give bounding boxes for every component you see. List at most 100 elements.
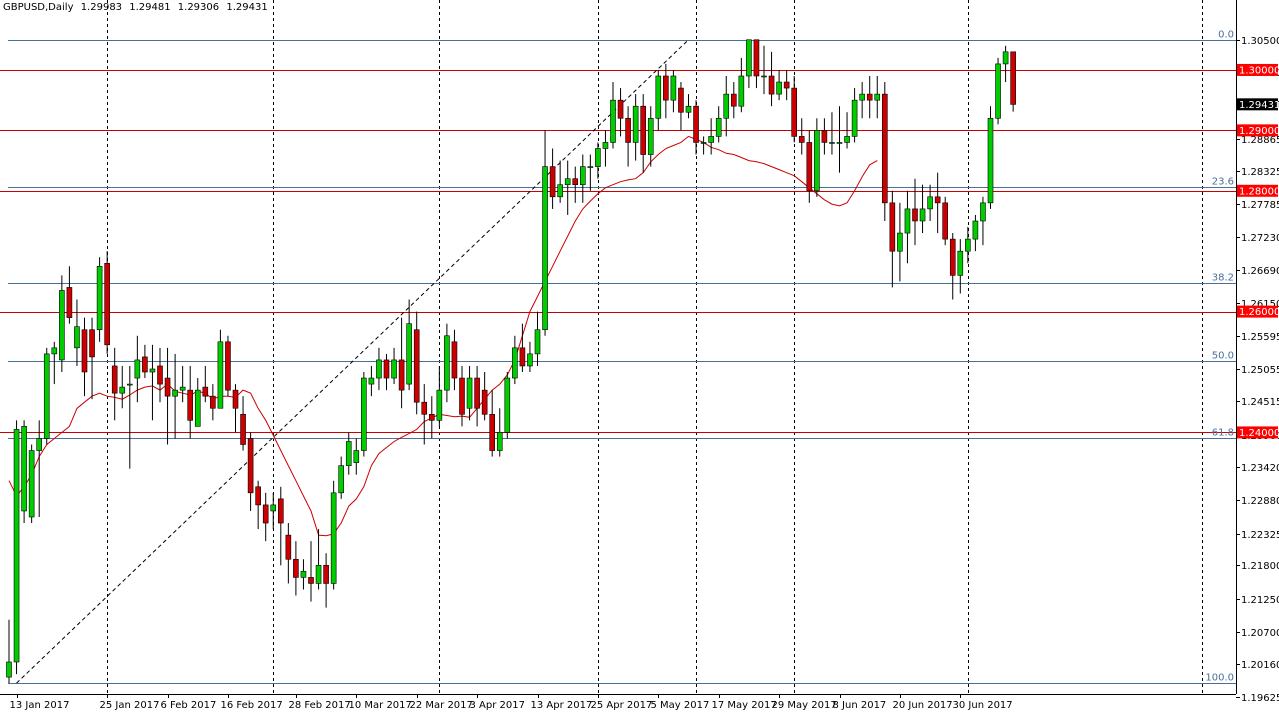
candle-body-bull	[919, 208, 926, 222]
candle	[285, 523, 292, 584]
candle-body-bear	[881, 93, 888, 204]
candle	[821, 118, 828, 155]
candle-body-bull	[564, 178, 571, 186]
candle-body-bull	[776, 81, 782, 95]
candle-body-bull	[21, 426, 27, 512]
candle	[383, 353, 390, 391]
candle	[398, 317, 405, 409]
candle-body-bear	[210, 395, 216, 409]
candle	[783, 69, 790, 101]
y-tick-label: 1.25595	[1241, 332, 1279, 343]
candle	[142, 344, 148, 379]
horizontal-levels	[0, 70, 1236, 433]
fibonacci-trendline	[16, 39, 689, 684]
candle-body-bull	[874, 93, 881, 101]
candle	[262, 492, 269, 542]
candle-body-bull	[715, 117, 722, 137]
candle	[81, 317, 88, 397]
candle-body-bear	[232, 389, 239, 409]
candle-body-bull	[647, 117, 654, 155]
candle-body-bull	[43, 353, 50, 439]
candle	[293, 541, 299, 596]
candle	[746, 39, 752, 89]
candle-body-bear	[481, 389, 488, 415]
candle-body-bull	[315, 565, 322, 584]
y-tick-label: 1.25055	[1241, 365, 1279, 376]
candle-body-bear	[866, 93, 873, 101]
candle-body-bear	[617, 99, 624, 119]
candle	[595, 142, 601, 179]
candle-body-bull	[927, 196, 933, 210]
y-tick-label: 1.22325	[1241, 530, 1279, 541]
candle-body-bull	[59, 290, 65, 361]
candle-body-bull	[980, 202, 986, 222]
candle	[1002, 45, 1009, 83]
level-price-box	[1237, 305, 1278, 318]
candle	[315, 529, 322, 590]
candle-body-bull	[557, 184, 563, 198]
fib-level-label: 38.2	[1212, 273, 1234, 284]
x-tick-label: 17 May 2017	[712, 700, 777, 711]
candle-body-bear	[285, 534, 292, 560]
candle	[949, 233, 956, 300]
candle-body-bull	[738, 75, 745, 107]
candle	[987, 106, 994, 209]
fibonacci-retracement: 0.0 23.6 38.2 50.0 61.8 100.0	[8, 30, 1236, 684]
candle	[897, 202, 903, 282]
candle-body-bear	[323, 565, 329, 584]
candle-body-bear	[768, 75, 775, 95]
candle-body-bear	[806, 142, 813, 192]
candle	[481, 372, 488, 421]
candle	[602, 130, 609, 167]
candle	[187, 365, 193, 439]
ohlc-open: 1.29983	[80, 2, 123, 13]
candle	[708, 118, 714, 155]
candle	[965, 227, 971, 264]
candle-body-bear	[398, 359, 405, 391]
candle-body-bear	[277, 498, 284, 524]
candle-body-bull	[345, 441, 352, 466]
candle	[89, 317, 95, 400]
candle	[579, 154, 586, 203]
candle-body-bull	[587, 166, 594, 168]
candle-body-bull	[512, 347, 518, 379]
candle	[730, 82, 737, 119]
candle-body-bear	[262, 504, 269, 524]
candle	[519, 323, 526, 373]
level-price-box	[1237, 426, 1278, 439]
candle-body-bear	[474, 377, 480, 409]
candle-body-bull	[504, 377, 511, 433]
candle-body-bear	[225, 341, 231, 391]
candle	[557, 160, 563, 203]
candle-body-bull	[859, 93, 865, 101]
candle	[942, 196, 949, 246]
candle	[693, 100, 699, 155]
candle	[798, 118, 805, 155]
candle-body-bull	[338, 465, 345, 494]
candle	[534, 311, 541, 366]
candle-body-bear	[66, 287, 73, 318]
x-tick-label: 8 Jun 2017	[833, 700, 887, 711]
candle	[678, 82, 684, 131]
level-price-box	[1237, 63, 1278, 76]
y-tick-label: 1.28325	[1241, 167, 1279, 178]
y-tick-label: 1.23420	[1241, 463, 1279, 474]
fib-level-label: 100.0	[1205, 673, 1234, 684]
fib-level-label: 23.6	[1212, 177, 1234, 188]
candle	[149, 344, 156, 421]
candle	[542, 130, 548, 336]
candle-body-bull	[904, 208, 911, 234]
y-tick-label: 1.26690	[1241, 266, 1279, 277]
x-tick-label: 13 Jan 2017	[10, 700, 70, 711]
candle	[413, 311, 420, 415]
candle-body-bull	[987, 117, 994, 204]
symbol-header: GBPUSD,Daily 1.29983 1.29481 1.29306 1.2…	[3, 2, 272, 13]
level-price-box	[1237, 184, 1278, 197]
candle-body-bull	[391, 359, 397, 379]
candle	[866, 75, 873, 119]
x-tick-label: 29 May 2017	[772, 700, 837, 711]
current-price-label: 1.29431	[1239, 100, 1279, 111]
candle	[512, 335, 518, 385]
